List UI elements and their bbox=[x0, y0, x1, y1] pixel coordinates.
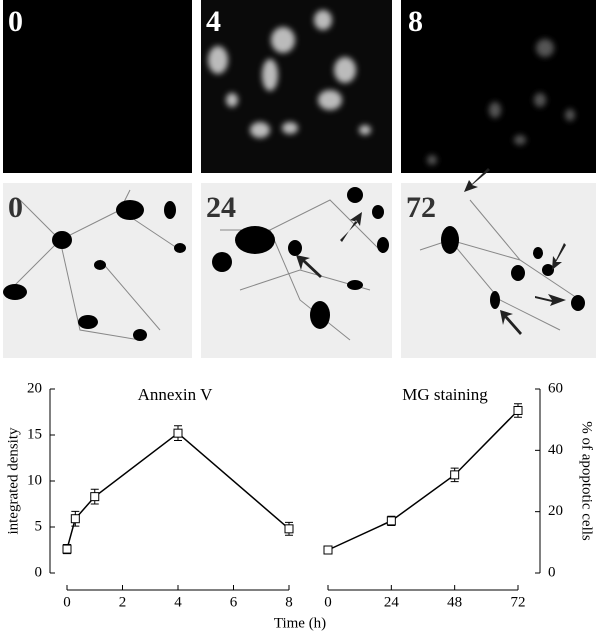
y-axis-label: integrated density bbox=[5, 427, 21, 535]
y-tick-label: 10 bbox=[27, 472, 42, 488]
micrograph bbox=[401, 0, 596, 173]
marker bbox=[450, 470, 460, 480]
marker bbox=[323, 545, 333, 555]
marker bbox=[386, 516, 396, 526]
cell-glow bbox=[208, 10, 371, 138]
panel-label: 8 bbox=[408, 5, 423, 38]
y-tick-label: 5 bbox=[35, 518, 43, 534]
panel-label: 0 bbox=[8, 5, 23, 38]
x-tick-label: 8 bbox=[285, 594, 293, 610]
x-axis-label: Time (h) bbox=[274, 615, 326, 631]
panel-label: 4 bbox=[206, 5, 221, 38]
micrograph bbox=[401, 183, 596, 358]
x-tick-label: 48 bbox=[447, 594, 462, 610]
data-line bbox=[66, 432, 290, 550]
cells bbox=[3, 187, 585, 341]
stained-panels bbox=[3, 168, 596, 358]
panel-label: 24 bbox=[206, 191, 236, 224]
micrograph bbox=[201, 0, 392, 173]
x-tick-label: 4 bbox=[174, 594, 182, 610]
marker bbox=[70, 514, 80, 524]
y-tick-label: 0 bbox=[548, 564, 556, 580]
y-tick-label: 40 bbox=[548, 442, 563, 458]
y-tick-label: 0 bbox=[35, 564, 43, 580]
chart-title: MG staining bbox=[402, 385, 488, 404]
data-line bbox=[327, 409, 519, 551]
marker bbox=[513, 405, 523, 415]
chart-title: Annexin V bbox=[138, 385, 213, 404]
x-tick-label: 6 bbox=[230, 594, 238, 610]
y-tick-label: 15 bbox=[27, 426, 42, 442]
x-tick-label: 2 bbox=[119, 594, 127, 610]
panel-labels: 0 4 8 0 24 72 bbox=[8, 5, 436, 224]
x-tick-label: 0 bbox=[324, 594, 332, 610]
marker bbox=[90, 492, 100, 502]
x-tick-label: 24 bbox=[384, 594, 400, 610]
cell-glow bbox=[427, 39, 575, 165]
y-tick-label: 20 bbox=[27, 380, 42, 396]
x-tick-label: 72 bbox=[511, 594, 526, 610]
micrograph bbox=[3, 0, 192, 173]
micrograph bbox=[201, 183, 392, 358]
y-tick-label: 60 bbox=[548, 380, 563, 396]
y-axis-label: % of apoptotic cells bbox=[579, 421, 595, 541]
fluorescence-panels bbox=[3, 0, 596, 173]
panel-label: 0 bbox=[8, 191, 23, 224]
marker bbox=[173, 428, 183, 438]
arrows bbox=[296, 168, 566, 335]
panel-label: 72 bbox=[406, 191, 436, 224]
x-tick-label: 0 bbox=[63, 594, 71, 610]
marker bbox=[284, 524, 294, 534]
marker bbox=[62, 544, 72, 554]
y-tick-label: 20 bbox=[548, 503, 563, 519]
micrograph bbox=[3, 183, 192, 358]
